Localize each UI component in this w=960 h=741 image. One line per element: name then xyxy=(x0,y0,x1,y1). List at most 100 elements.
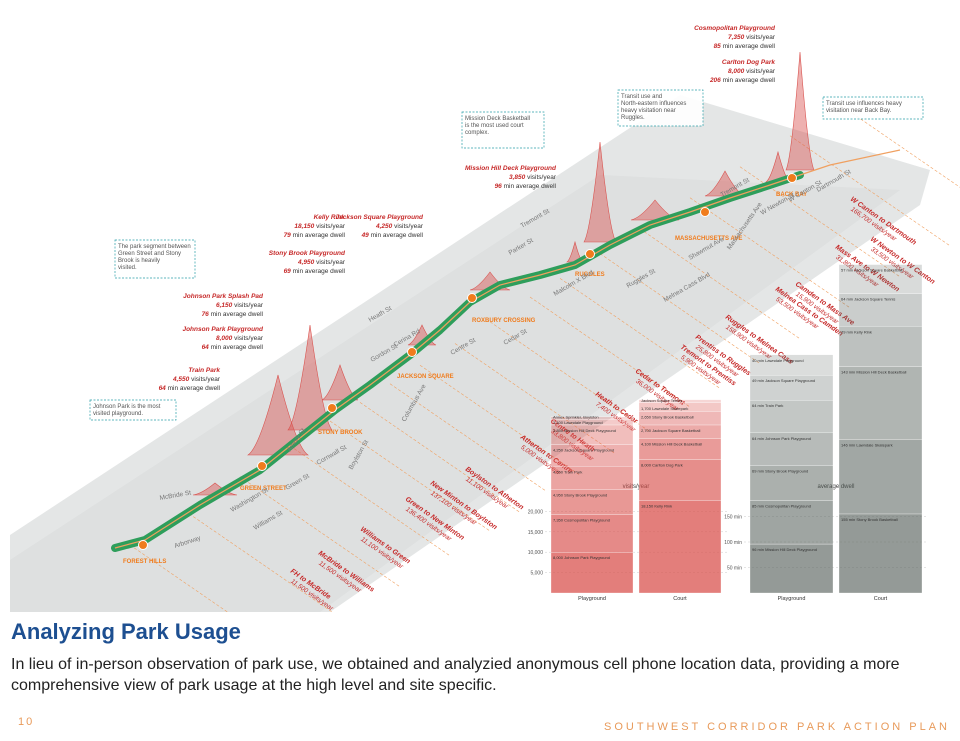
park-dwell-unit: min average dwell xyxy=(209,344,264,351)
chart-bar-segment xyxy=(638,500,722,594)
body-paragraph: In lieu of in-person observation of park… xyxy=(11,656,900,694)
park-name: Kelly Rink xyxy=(314,214,346,221)
data-label: 3,850 Mission Hill Deck Playground xyxy=(553,428,616,433)
footer-title: SOUTHWEST CORRIDOR PARK ACTION PLAN xyxy=(603,721,950,733)
park-dwell-unit: min average dwell xyxy=(291,232,346,239)
station-icon xyxy=(327,403,337,413)
park-name: Johnson Park Splash Pad xyxy=(183,293,264,300)
park-visits-value: 3,850 xyxy=(509,174,526,181)
park-visits-value: 8,000 xyxy=(728,68,745,75)
park-dwell-unit: min average dwell xyxy=(502,183,557,190)
park-visits-value: 18,150 xyxy=(294,223,314,230)
tick-label: 10,000 xyxy=(528,550,544,556)
park-name: Train Park xyxy=(188,367,220,374)
park-label: Kelly Rink 18,150 visits/year 79 min avera… xyxy=(284,214,346,239)
segment-divider xyxy=(129,544,228,612)
chart-bar-segment xyxy=(638,459,722,501)
data-label: 8,000 Johnson Park Playground xyxy=(553,555,610,560)
category-label: Court xyxy=(673,596,687,602)
park-visits: 18,150 visits/year xyxy=(294,223,345,230)
data-label: 4,100 Mission Hill Deck Basketball xyxy=(641,442,702,447)
park-name: Johnson Park Playground xyxy=(182,326,264,333)
visits-chart: visits/year 20,000 15,000 10,000 5,000 Playgr… xyxy=(528,398,727,602)
park-label: Carlton Dog Park 8,000 visits/year 206 min… xyxy=(709,59,776,84)
callout-text: Johnson Park is the most visited playgrou… xyxy=(93,404,161,417)
data-label: 79 min Kelly Rink xyxy=(841,329,872,334)
usage-peak xyxy=(785,51,815,171)
park-dwell: 96 min average dwell xyxy=(495,183,557,190)
station-icon xyxy=(585,249,595,259)
data-label: 18,150 Kelly Rink xyxy=(641,503,672,508)
segment-divider xyxy=(329,420,491,532)
park-visits: 4,550 visits/year xyxy=(172,376,221,383)
park-dwell: 49 min average dwell xyxy=(361,232,424,239)
park-visits-value: 4,550 xyxy=(172,376,190,383)
park-dwell: 64 min average dwell xyxy=(159,385,221,392)
station-label: ROXBURY CROSSING xyxy=(472,318,536,324)
segment-divider xyxy=(839,104,960,188)
callout-text: Mission Deck Basketball is the most used … xyxy=(465,116,530,136)
park-visits-value: 7,350 xyxy=(728,34,745,41)
park-dwell-value: 64 xyxy=(202,344,210,351)
chart-bar-segment xyxy=(550,416,634,420)
park-visits-unit: visits/year xyxy=(392,223,424,230)
callout-box xyxy=(461,111,545,149)
data-label: 4,250 Jackson Square Playground xyxy=(553,448,614,453)
park-visits: 6,150 visits/year xyxy=(216,302,264,309)
station-icon xyxy=(257,461,267,471)
chart-bar-segment xyxy=(838,513,923,594)
park-label: Jackson Square Playground 4,250 visits/ye… xyxy=(336,214,424,239)
callout-box xyxy=(822,96,924,120)
segment-divider xyxy=(639,228,801,340)
segment-divider xyxy=(789,135,951,247)
park-label: Train Park 4,550 visits/year 64 min averag… xyxy=(159,367,221,392)
callouts: Mission Deck Basketball is the most used … xyxy=(89,89,924,421)
station-markers: FOREST HILLS GREEN STREET STONY BROOK JACKS… xyxy=(123,173,807,565)
map-base-shade xyxy=(10,175,900,612)
segment-divider xyxy=(689,197,851,309)
chart-bar-segment xyxy=(638,399,722,403)
data-label: 143 min Mission Hill Deck Basketball xyxy=(841,370,906,375)
segment-divider xyxy=(239,476,401,588)
chart-title: average dwell xyxy=(817,484,854,490)
park-label: Johnson Park Splash Pad 6,150 visits/year… xyxy=(183,293,264,318)
park-dwell-unit: min average dwell xyxy=(721,43,776,50)
station-label: STONY BROOK xyxy=(318,430,363,436)
chart-bar-segment xyxy=(550,489,634,515)
station-label: BACK BAY xyxy=(776,192,807,198)
segment-divider xyxy=(389,383,551,495)
data-label: 2,650 Stony Brook Basketball xyxy=(641,414,694,419)
data-label: Annex Sprinkler, Boylston xyxy=(553,414,599,419)
park-visits-value: 8,000 xyxy=(216,335,233,342)
park-dwell-value: 85 xyxy=(714,43,722,50)
park-label: Cosmopolitan Playground 7,350 visits/year… xyxy=(694,25,776,50)
segment-divider xyxy=(184,510,333,612)
park-usage-map: FOREST HILLS GREEN STREET STONY BROOK JACKS… xyxy=(10,25,960,612)
park-visits-unit: visits/year xyxy=(525,174,557,181)
chart-bar-segment xyxy=(838,264,923,294)
callout-box xyxy=(617,89,704,127)
park-dwell-unit: min average dwell xyxy=(291,268,346,275)
chart-bar-segment xyxy=(838,439,923,515)
park-dwell: 79 min average dwell xyxy=(284,232,346,239)
station-label: GREEN STREET xyxy=(240,486,287,492)
park-visits: 7,350 visits/year xyxy=(728,34,776,41)
station-icon xyxy=(407,347,417,357)
park-visits: 3,850 visits/year xyxy=(509,174,557,181)
page-number: 10 xyxy=(18,716,35,728)
data-label: 57 min Jackson Square Basketball xyxy=(841,268,902,273)
data-label: 2,700 Jackson Square Basketball xyxy=(641,428,700,433)
station-label: FOREST HILLS xyxy=(123,559,166,565)
segment-divider xyxy=(359,402,521,513)
chart-title: visits/year xyxy=(623,484,650,490)
park-dwell: 64 min average dwell xyxy=(202,344,264,351)
park-dwell-value: 206 xyxy=(709,77,721,84)
park-dwell-value: 49 xyxy=(361,232,370,239)
park-dwell-value: 64 xyxy=(159,385,167,392)
chart-bar-segment xyxy=(749,543,834,594)
station-label: JACKSON SQUARE xyxy=(397,374,454,380)
segment-divider xyxy=(529,296,691,408)
park-labels: Cosmopolitan Playground 7,350 visits/year… xyxy=(159,25,776,392)
park-name: Carlton Dog Park xyxy=(722,59,775,66)
chart-bar-segment xyxy=(838,366,923,440)
